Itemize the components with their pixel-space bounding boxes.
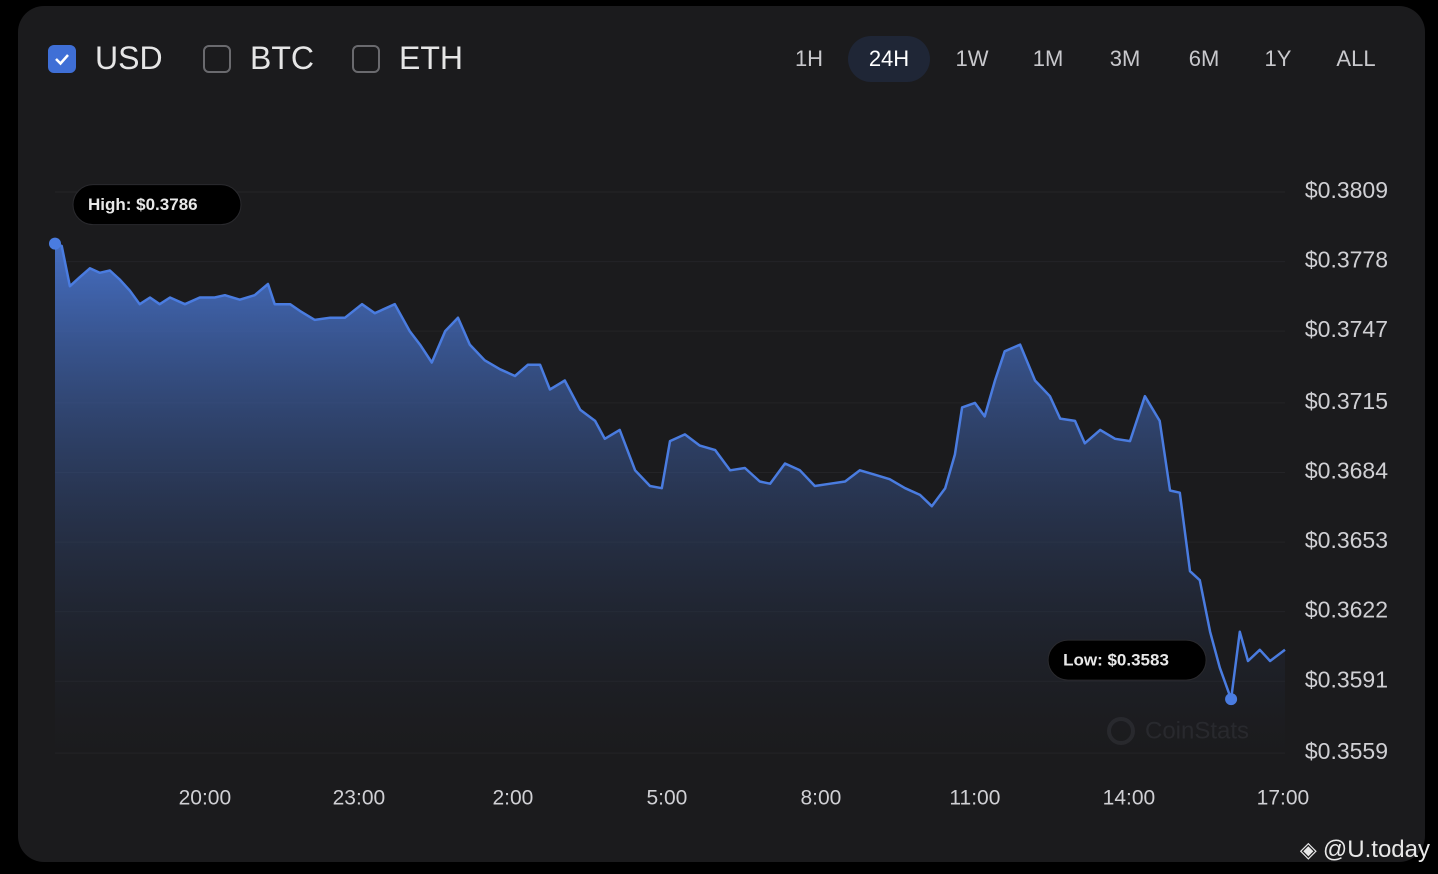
range-button[interactable]: 1H [794, 46, 824, 71]
checkbox[interactable] [352, 45, 380, 73]
range-button[interactable]: 24H [848, 36, 930, 82]
high-label-box [72, 184, 242, 226]
y-tick-label: $0.3653 [1305, 527, 1388, 553]
credit: ◈ @U.today [1300, 836, 1430, 864]
x-tick-label: 5:00 [646, 787, 687, 810]
y-tick-label: $0.3715 [1305, 388, 1388, 414]
x-tick-label: 14:00 [1103, 787, 1156, 810]
range-button[interactable]: 6M [1188, 46, 1220, 71]
y-tick-label: $0.3684 [1305, 458, 1388, 484]
range-button[interactable]: 1Y [1264, 46, 1292, 71]
x-tick-label: 17:00 [1257, 787, 1310, 810]
currency-label[interactable]: USD [95, 40, 163, 76]
checkbox[interactable] [203, 45, 231, 73]
y-tick-label: $0.3809 [1305, 177, 1388, 203]
area [55, 243, 1285, 753]
y-tick-label: $0.3778 [1305, 247, 1388, 273]
credit-text: @U.today [1322, 836, 1430, 863]
range-button[interactable]: 1W [955, 46, 989, 71]
currency-label[interactable]: ETH [399, 40, 463, 76]
checkbox[interactable] [48, 45, 76, 73]
check-icon [55, 54, 69, 66]
low-dot [1225, 693, 1238, 706]
low-label-box [1047, 639, 1207, 681]
y-tick-label: $0.3747 [1305, 316, 1388, 342]
x-tick-label: 8:00 [800, 787, 841, 810]
range-button[interactable]: 1M [1032, 46, 1064, 71]
high-dot [49, 237, 61, 250]
x-tick-label: 2:00 [492, 787, 533, 810]
y-tick-label: $0.3591 [1305, 666, 1388, 692]
range-button[interactable]: 3M [1109, 46, 1141, 71]
line [54, 242, 1286, 701]
y-tick-label: $0.3622 [1305, 597, 1388, 623]
credit-icon: ◈ [1299, 837, 1323, 862]
high-label: High: $0.3786 [88, 195, 198, 214]
x-tick-label: 20:00 [179, 787, 232, 810]
y-tick-label: $0.3559 [1305, 738, 1388, 764]
currency-label[interactable]: BTC [250, 40, 314, 76]
x-tick-label: 11:00 [949, 787, 1000, 810]
x-tick-label: 23:00 [333, 787, 386, 810]
low-label: Low: $0.3583 [1063, 651, 1169, 670]
range-button[interactable]: ALL [1336, 46, 1376, 71]
